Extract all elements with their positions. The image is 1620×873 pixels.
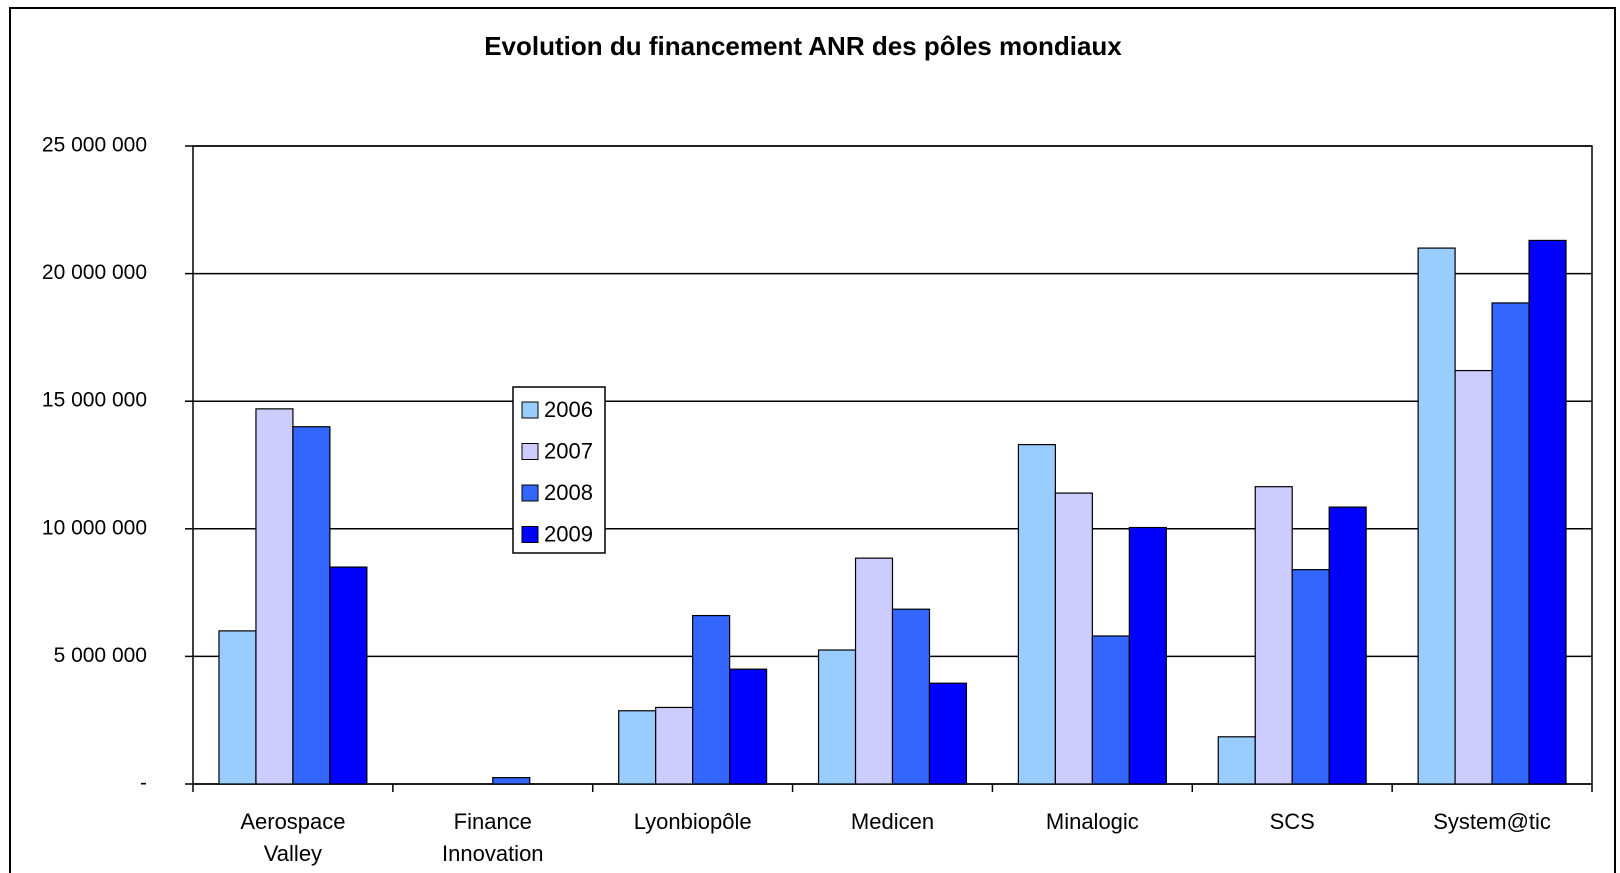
bar <box>1017 443 1056 785</box>
bar <box>1128 526 1167 785</box>
x-tick-label: Finance Innovation <box>442 809 544 866</box>
bar <box>692 614 731 785</box>
y-tick-label: 25 000 000 <box>42 134 147 157</box>
bar <box>1054 492 1093 785</box>
bar <box>1454 369 1493 785</box>
legend-swatch <box>521 401 539 419</box>
bar <box>618 710 657 785</box>
bar <box>891 608 931 785</box>
bar <box>492 777 531 785</box>
y-tick-label: 5 000 000 <box>54 644 147 667</box>
legend-label: 2007 <box>544 438 593 463</box>
y-tick-label: 15 000 000 <box>42 389 147 412</box>
x-tick-label: Lyonbiopôle <box>633 809 752 834</box>
legend-label: 2008 <box>544 480 593 505</box>
bar <box>1328 506 1367 785</box>
y-tick-label: - <box>140 772 147 795</box>
chart-title: Evolution du financement ANR des pôles m… <box>484 31 1122 61</box>
bar <box>1491 302 1530 785</box>
x-tick-label: SCS <box>1269 809 1315 834</box>
bar <box>1254 486 1293 785</box>
x-tick-label: Minalogic <box>1045 809 1139 834</box>
bar <box>218 630 257 785</box>
bar <box>1417 247 1456 785</box>
legend-label: 2006 <box>544 397 593 422</box>
y-tick-label: 20 000 000 <box>42 261 147 284</box>
x-tick-label: Medicen <box>850 809 935 834</box>
legend-swatch <box>521 526 539 543</box>
bar <box>928 682 968 785</box>
legend-swatch <box>521 443 539 460</box>
bar <box>1528 239 1567 785</box>
bar <box>1217 736 1256 785</box>
bar <box>655 706 694 785</box>
y-tick-label: 10 000 000 <box>42 516 147 539</box>
bar <box>1091 635 1130 785</box>
x-tick-label: System@tic <box>1433 809 1551 834</box>
bar <box>255 408 294 785</box>
bar <box>817 649 857 785</box>
legend-swatch <box>521 484 539 502</box>
bar <box>329 566 368 785</box>
x-tick-label: Aerospace Valley <box>240 809 346 866</box>
bar <box>729 668 768 785</box>
bar <box>1291 569 1330 785</box>
bar <box>854 557 894 785</box>
bar <box>292 426 331 785</box>
legend-label: 2009 <box>544 521 593 546</box>
